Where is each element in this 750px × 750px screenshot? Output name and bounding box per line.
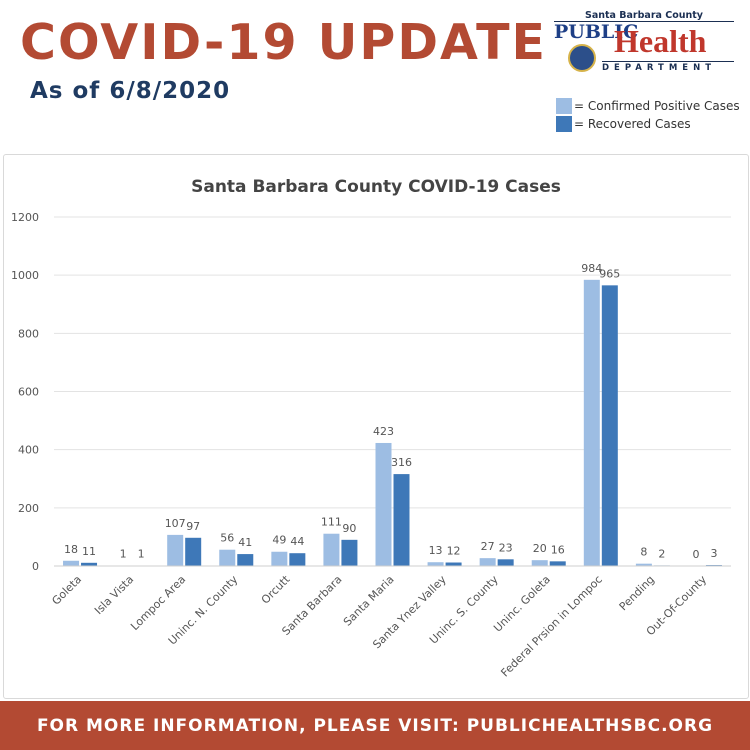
- footer-text: FOR MORE INFORMATION, PLEASE VISIT: PUBL…: [36, 715, 714, 736]
- logo-public-text: PUBLIC: [554, 21, 639, 43]
- bar-recovered: [237, 554, 254, 566]
- data-label-confirmed: 0: [692, 548, 699, 561]
- data-label-confirmed: 49: [272, 534, 286, 547]
- data-label-confirmed: 107: [165, 517, 186, 530]
- as-of-date: As of 6/8/2020: [30, 78, 231, 104]
- bar-confirmed: [427, 562, 444, 566]
- bar-chart: Santa Barbara County COVID-19 Cases02004…: [11, 177, 731, 680]
- data-label-confirmed: 423: [373, 425, 394, 438]
- logo-county-text: Santa Barbara County: [585, 10, 703, 21]
- data-label-confirmed: 8: [640, 546, 647, 559]
- y-tick-label: 800: [18, 327, 39, 340]
- chart-title: Santa Barbara County COVID-19 Cases: [191, 177, 561, 197]
- county-seal-icon: [568, 44, 596, 72]
- legend-label-recovered: = Recovered Cases: [574, 117, 691, 131]
- legend-item-confirmed: = Confirmed Positive Cases: [556, 97, 740, 115]
- legend-item-recovered: = Recovered Cases: [556, 115, 740, 133]
- data-label-confirmed: 111: [321, 516, 342, 529]
- bar-confirmed: [323, 533, 340, 566]
- bar-recovered: [289, 553, 306, 566]
- chart-panel: Santa Barbara County COVID-19 Cases 0 200 4…: [3, 154, 749, 699]
- bar-recovered: [601, 285, 618, 566]
- data-label-recovered: 23: [499, 541, 513, 554]
- bar-confirmed: [531, 560, 548, 566]
- data-label-confirmed: 18: [64, 543, 78, 556]
- data-label-confirmed: 984: [581, 262, 602, 275]
- data-label-recovered: 12: [447, 545, 461, 558]
- y-tick-label: 1000: [11, 269, 39, 282]
- y-tick-label: 600: [18, 386, 39, 399]
- bar-confirmed: [479, 558, 496, 566]
- data-label-confirmed: 56: [220, 532, 234, 545]
- data-label-recovered: 11: [82, 545, 96, 558]
- legend-swatch-confirmed: [556, 98, 572, 114]
- logo-department-text: DEPARTMENT: [602, 63, 717, 73]
- bar-confirmed: [583, 279, 600, 566]
- logo-rule-top: [554, 21, 734, 22]
- y-tick-label: 400: [18, 444, 39, 457]
- x-tick-label: Pending: [617, 573, 657, 613]
- bar-recovered: [497, 559, 514, 566]
- data-label-confirmed: 1: [120, 548, 127, 561]
- data-label-recovered: 90: [342, 522, 356, 535]
- bar-recovered: [393, 474, 410, 566]
- x-tick-label: Goleta: [49, 573, 84, 608]
- legend-label-confirmed: = Confirmed Positive Cases: [574, 99, 740, 113]
- bar-recovered: [185, 537, 202, 566]
- logo-health-text: Health: [614, 23, 707, 59]
- bar-confirmed: [271, 551, 288, 566]
- public-health-logo: Santa Barbara County PUBLIC Health DEPAR…: [554, 10, 734, 80]
- bar-recovered: [445, 562, 462, 566]
- bar-confirmed: [219, 549, 236, 566]
- y-tick-label: 0: [32, 560, 39, 573]
- x-tick-label: Federal Prsion in Lompoc: [498, 573, 605, 680]
- bar-recovered: [549, 561, 566, 566]
- data-label-recovered: 44: [290, 535, 304, 548]
- footer-banner: FOR MORE INFORMATION, PLEASE VISIT: PUBL…: [0, 701, 750, 750]
- data-label-recovered: 2: [658, 547, 665, 560]
- data-label-recovered: 41: [238, 536, 252, 549]
- page-title: COVID-19 UPDATE: [20, 14, 548, 71]
- logo-rule-bottom: [602, 61, 734, 62]
- y-tick-label: 200: [18, 502, 39, 515]
- x-tick-label: Santa Maria: [341, 573, 397, 629]
- y-tick-label: 1200: [11, 211, 39, 224]
- x-tick-label: Isla Vista: [92, 573, 136, 617]
- bar-confirmed: [63, 560, 80, 566]
- data-label-recovered: 3: [710, 547, 717, 560]
- x-tick-label: Orcutt: [259, 572, 293, 606]
- data-label-recovered: 1: [138, 548, 145, 561]
- data-label-recovered: 97: [186, 520, 200, 533]
- bar-confirmed: [375, 442, 392, 566]
- bar-recovered: [341, 539, 358, 566]
- data-label-recovered: 965: [599, 267, 620, 280]
- bar-confirmed: [635, 563, 652, 566]
- data-label-recovered: 316: [391, 456, 412, 469]
- legend: = Confirmed Positive Cases = Recovered C…: [556, 97, 740, 133]
- bar-recovered: [81, 562, 98, 566]
- data-label-confirmed: 27: [481, 540, 495, 553]
- bar-confirmed: [167, 534, 184, 566]
- data-label-confirmed: 13: [429, 544, 443, 557]
- data-label-confirmed: 20: [533, 542, 547, 555]
- legend-swatch-recovered: [556, 116, 572, 132]
- data-label-recovered: 16: [551, 543, 565, 556]
